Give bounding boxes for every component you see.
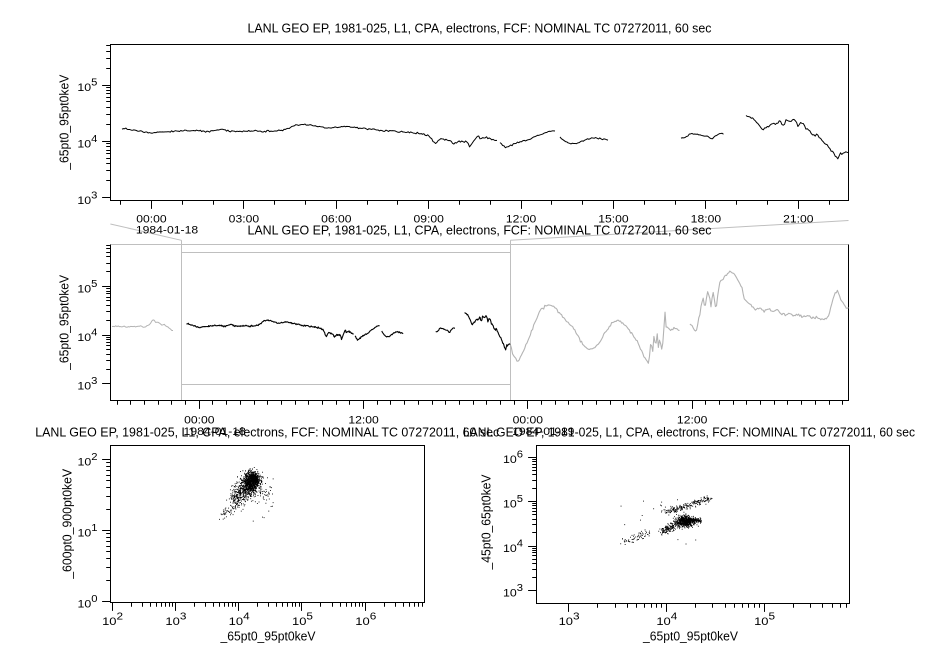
svg-text:_65pt0_95pt0keV: _65pt0_95pt0keV [642, 629, 738, 644]
svg-text:_45pt0_65pt0keV: _45pt0_65pt0keV [479, 474, 494, 570]
svg-text:LANL GEO EP, 1981-025, L1, CPA: LANL GEO EP, 1981-025, L1, CPA, electron… [248, 223, 712, 238]
svg-text:_65pt0_95pt0keV: _65pt0_95pt0keV [57, 275, 72, 371]
svg-text:LANL GEO EP, 1981-025, L1, CPA: LANL GEO EP, 1981-025, L1, CPA, electron… [35, 424, 499, 439]
svg-text:_65pt0_95pt0keV: _65pt0_95pt0keV [57, 74, 72, 170]
svg-text:12:00: 12:00 [506, 214, 536, 226]
svg-text:00:00: 00:00 [184, 414, 214, 426]
svg-text:06:00: 06:00 [321, 214, 351, 226]
svg-text:00:00: 00:00 [513, 414, 543, 426]
svg-text:LANL GEO EP, 1981-025, L1, CPA: LANL GEO EP, 1981-025, L1, CPA, electron… [463, 424, 915, 439]
svg-text:LANL GEO EP, 1981-025, L1, CPA: LANL GEO EP, 1981-025, L1, CPA, electron… [248, 21, 712, 36]
svg-text:03:00: 03:00 [229, 214, 259, 226]
svg-text:15:00: 15:00 [598, 214, 628, 226]
svg-text:09:00: 09:00 [414, 214, 444, 226]
svg-text:18:00: 18:00 [691, 214, 721, 226]
svg-text:21:00: 21:00 [783, 214, 813, 226]
svg-text:12:00: 12:00 [677, 414, 707, 426]
svg-text:1984-01-19: 1984-01-19 [512, 426, 574, 438]
svg-text:1984-01-18: 1984-01-18 [136, 224, 198, 236]
svg-text:1984-01-18: 1984-01-18 [184, 426, 246, 438]
svg-text:00:00: 00:00 [136, 214, 166, 226]
svg-text:_600pt0_900pt0keV: _600pt0_900pt0keV [60, 468, 75, 579]
svg-text:_65pt0_95pt0keV: _65pt0_95pt0keV [220, 629, 316, 644]
svg-text:12:00: 12:00 [348, 414, 378, 426]
